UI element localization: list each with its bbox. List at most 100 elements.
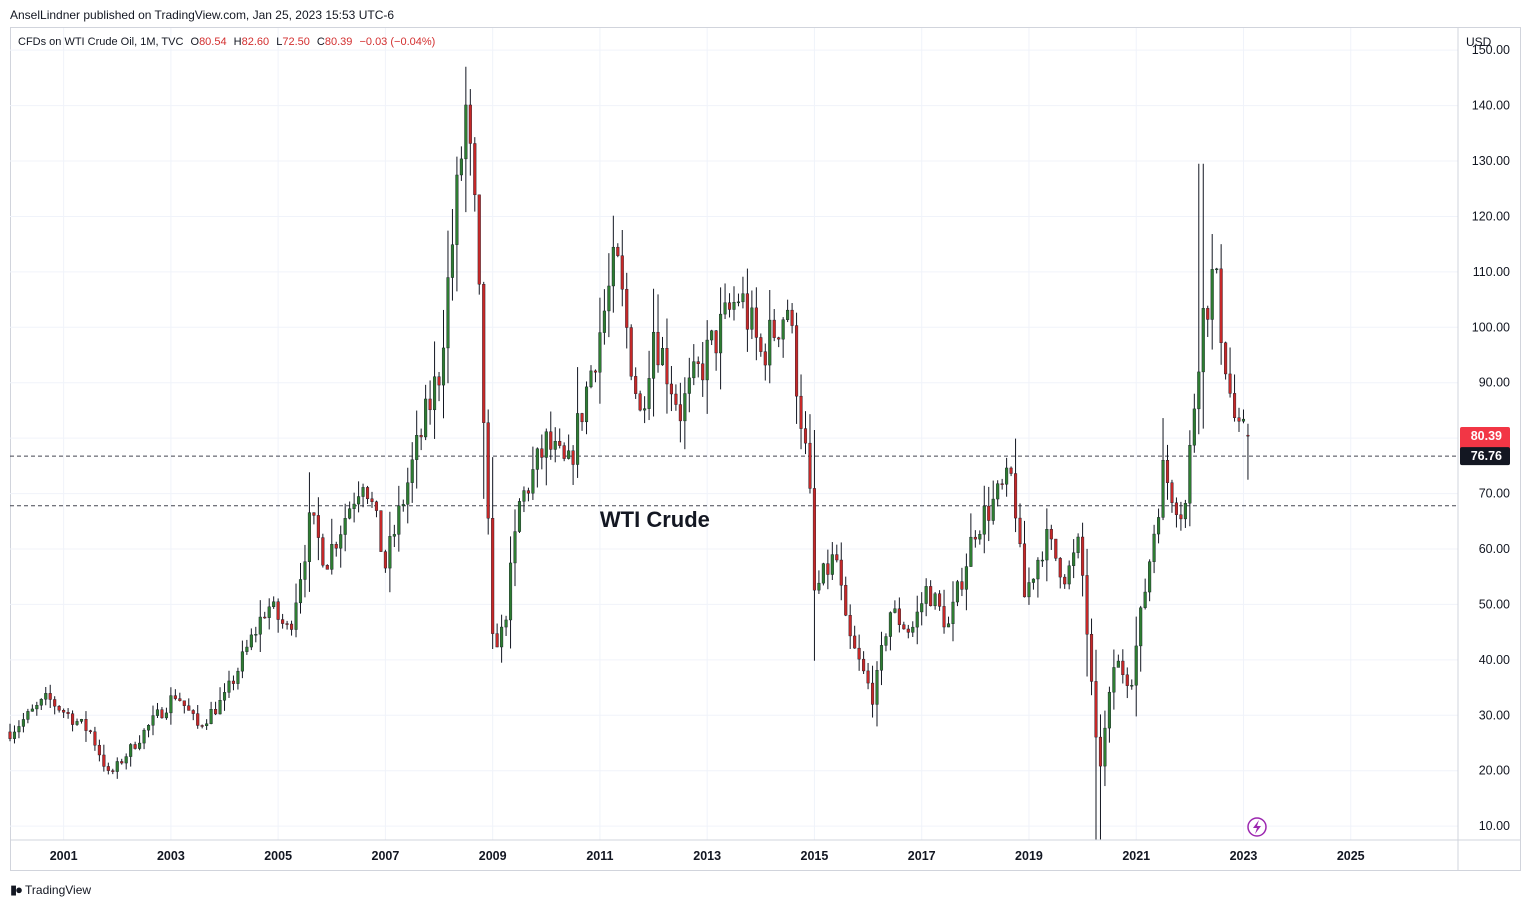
candle-body[interactable]	[897, 608, 901, 625]
candle-body[interactable]	[969, 536, 973, 567]
candle-body[interactable]	[1063, 576, 1067, 585]
candle-body[interactable]	[486, 422, 490, 519]
footer-brand[interactable]: TradingView	[25, 883, 92, 897]
candle-body[interactable]	[84, 719, 88, 731]
candle-body[interactable]	[1049, 529, 1053, 540]
candle-body[interactable]	[424, 398, 428, 438]
candle-body[interactable]	[312, 512, 316, 516]
candle-body[interactable]	[388, 536, 392, 569]
candle-body[interactable]	[522, 490, 526, 502]
candle-body[interactable]	[30, 708, 34, 712]
candle-body[interactable]	[129, 744, 133, 757]
candle-body[interactable]	[12, 731, 17, 739]
candle-body[interactable]	[875, 670, 879, 705]
candle-body[interactable]	[348, 508, 352, 519]
candle-body[interactable]	[660, 348, 665, 366]
candle-body[interactable]	[142, 729, 146, 744]
candle-body[interactable]	[1098, 736, 1103, 767]
candle-body[interactable]	[281, 619, 285, 624]
candle-body[interactable]	[978, 534, 982, 540]
candle-body[interactable]	[987, 505, 991, 521]
candle-body[interactable]	[991, 498, 995, 521]
candle-body[interactable]	[589, 370, 593, 388]
candle-body[interactable]	[1089, 634, 1094, 682]
candle-body[interactable]	[1170, 482, 1174, 503]
candle-body[interactable]	[258, 616, 262, 635]
candle-body[interactable]	[1188, 444, 1192, 504]
candle-body[interactable]	[781, 319, 785, 340]
candle-body[interactable]	[1165, 460, 1170, 483]
candle-body[interactable]	[593, 370, 597, 373]
candle-body[interactable]	[893, 608, 897, 613]
candle-body[interactable]	[629, 327, 633, 377]
candle-body[interactable]	[254, 634, 258, 636]
candle-body[interactable]	[611, 246, 615, 287]
candle-body[interactable]	[531, 469, 535, 494]
candle-body[interactable]	[482, 284, 486, 423]
candle-body[interactable]	[656, 331, 660, 366]
candle-body[interactable]	[397, 505, 401, 535]
candle-body[interactable]	[598, 332, 602, 373]
candle-body[interactable]	[517, 501, 522, 532]
candle-body[interactable]	[1228, 373, 1232, 394]
candle-body[interactable]	[133, 744, 137, 749]
candle-body[interactable]	[115, 761, 119, 772]
candle-body[interactable]	[745, 293, 749, 330]
candle-body[interactable]	[62, 710, 66, 713]
candle-body[interactable]	[169, 695, 173, 714]
candle-body[interactable]	[450, 244, 454, 278]
candle-body[interactable]	[723, 302, 727, 315]
candle-body[interactable]	[1206, 308, 1210, 320]
candle-body[interactable]	[419, 435, 423, 438]
candle-body[interactable]	[960, 581, 964, 590]
candle-body[interactable]	[1103, 727, 1107, 767]
candle-body[interactable]	[1014, 473, 1018, 519]
candle-body[interactable]	[1112, 667, 1116, 693]
candle-body[interactable]	[26, 711, 30, 720]
candle-body[interactable]	[1152, 533, 1156, 562]
candle-body[interactable]	[1210, 269, 1214, 320]
candle-body[interactable]	[1081, 536, 1085, 576]
candle-body[interactable]	[473, 143, 477, 196]
candle-body[interactable]	[1130, 685, 1134, 687]
candle-body[interactable]	[946, 623, 951, 628]
candle-body[interactable]	[714, 330, 718, 354]
candle-body[interactable]	[665, 348, 669, 385]
candle-body[interactable]	[754, 307, 758, 338]
candle-body[interactable]	[205, 723, 209, 726]
candle-body[interactable]	[406, 482, 410, 505]
candle-body[interactable]	[57, 706, 61, 711]
candle-body[interactable]	[1183, 503, 1187, 520]
candle-body[interactable]	[276, 601, 280, 620]
candle-body[interactable]	[1031, 578, 1035, 583]
candle-body[interactable]	[1058, 558, 1062, 578]
candle-body[interactable]	[1094, 681, 1098, 738]
candle-body[interactable]	[929, 586, 933, 607]
candle-body[interactable]	[535, 448, 539, 470]
candle-body[interactable]	[879, 645, 884, 671]
candle-body[interactable]	[687, 377, 691, 394]
candle-body[interactable]	[1116, 660, 1120, 668]
candle-body[interactable]	[1036, 559, 1040, 580]
candle-body[interactable]	[1045, 529, 1049, 561]
candle-body[interactable]	[164, 712, 168, 719]
candle-body[interactable]	[1040, 559, 1044, 562]
candle-body[interactable]	[1125, 674, 1129, 686]
candle-body[interactable]	[906, 628, 910, 633]
annotation-text[interactable]: WTI Crude	[600, 507, 710, 532]
candle-body[interactable]	[155, 709, 160, 716]
candle-body[interactable]	[124, 756, 128, 764]
candle-body[interactable]	[1000, 483, 1004, 485]
candle-body[interactable]	[584, 386, 589, 423]
candle-body[interactable]	[732, 302, 736, 310]
candle-body[interactable]	[249, 634, 253, 648]
candle-body[interactable]	[683, 393, 687, 422]
candle-body[interactable]	[44, 693, 48, 700]
candle-body[interactable]	[835, 554, 839, 561]
candle-body[interactable]	[495, 633, 499, 648]
candle-body[interactable]	[692, 361, 696, 379]
candle-body[interactable]	[607, 285, 611, 312]
candle-body[interactable]	[307, 512, 311, 562]
candle-body[interactable]	[383, 551, 387, 569]
candle-body[interactable]	[160, 709, 164, 719]
